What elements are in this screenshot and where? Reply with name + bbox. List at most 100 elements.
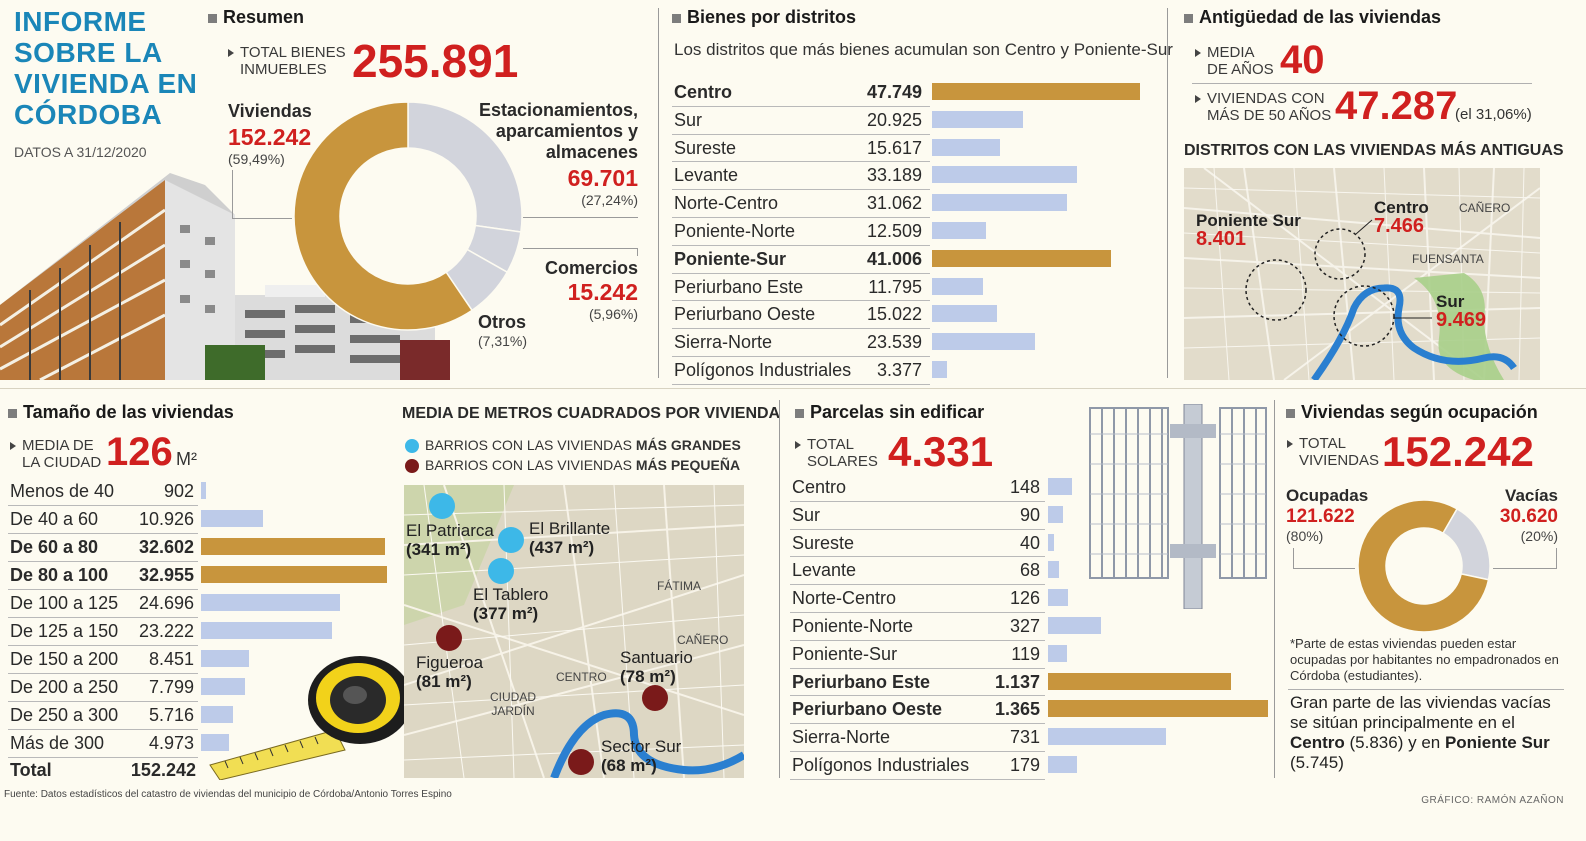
bar-value-label: 179: [1009, 755, 1040, 775]
viviendas-pct: (59,49%): [228, 151, 285, 167]
bar-value-label: 23.539: [866, 332, 922, 353]
legend-small-text: BARRIOS CON LAS VIVIENDAS: [425, 457, 636, 473]
section-square-icon: [672, 13, 681, 23]
comercios-pct: (5,96%): [588, 306, 638, 322]
neigh-name: El Patriarca: [406, 521, 494, 540]
bar-value-label: 11.795: [868, 276, 922, 297]
resumen-donut: [293, 101, 523, 331]
place-ciudad-jardin: CIUDAD JARDÍN: [489, 690, 536, 718]
legend-small-dot: [405, 459, 419, 474]
ocupacion-note: *Parte de estas viviendas pueden estar o…: [1290, 636, 1559, 683]
donut-slice-estacionamientos: [407, 101, 523, 233]
section-square-icon: [1184, 13, 1193, 23]
district-name: Poniente Sur: [1196, 211, 1301, 230]
bar-value-label: 4.973: [148, 733, 194, 753]
legend-big-bold: MÁS GRANDES: [635, 437, 741, 453]
neigh-name: El Tablero: [473, 585, 549, 604]
label-line: SOLARES: [807, 453, 878, 470]
bar-row: De 40 a 60 10.926: [8, 505, 263, 534]
title-line: CÓRDOBA: [14, 99, 163, 130]
distritos-subtitle: Los distritos que más bienes acumulan so…: [674, 40, 1173, 59]
total-viviendas-value: 152.242: [1382, 428, 1534, 475]
connector-line: [637, 248, 638, 256]
bar-row: Poniente-Sur 41.006: [672, 245, 1111, 274]
bar-value-label: 32.602: [138, 537, 194, 557]
section-square-icon: [1286, 408, 1295, 418]
bar-value-label: 32.955: [138, 565, 194, 585]
district-centro: Centro 7.466: [1374, 198, 1429, 236]
bar-row: Más de 300 4.973: [8, 729, 230, 758]
bar-row: De 125 a 150 23.222: [8, 617, 333, 646]
bar-category-label: Menos de 40: [10, 481, 115, 501]
ocupacion-heading: Viviendas según ocupación: [1286, 402, 1538, 423]
label-line: INMUEBLES: [240, 61, 327, 78]
otros-label: Otros (7,31%): [478, 312, 527, 349]
bar-value-label: 47.749: [866, 82, 922, 102]
bar-category-label: De 80 a 100: [10, 565, 109, 585]
place-fatima: FÁTIMA: [657, 579, 701, 593]
bar: [201, 594, 341, 611]
sur-circle: [1333, 285, 1395, 347]
bar: [1048, 561, 1059, 579]
bar-value-label: 90: [1019, 504, 1040, 525]
legend-small-bold: MÁS PEQUEÑA: [635, 457, 741, 473]
bar-value-label: 24.696: [138, 593, 194, 613]
bar-row: Sierra-Norte 23.539: [672, 328, 1035, 357]
bar-category-label: Sierra-Norte: [792, 727, 891, 748]
district-value: 7.466: [1374, 215, 1425, 237]
bar: [1048, 700, 1268, 718]
dot-santuario: [642, 685, 668, 711]
bar-value-label: 41.006: [866, 248, 922, 269]
bar-value-label: 15.022: [866, 304, 922, 325]
arrow-icon: [228, 49, 234, 57]
label-el-patriarca: El Patriarca (341 m²): [406, 521, 494, 559]
resumen-heading-text: Resumen: [223, 7, 305, 27]
connector-line: [1493, 568, 1557, 569]
tamano-total-value: 152.242: [130, 760, 196, 780]
bar-value-label: 1.137: [994, 671, 1040, 692]
bar: [932, 110, 1024, 128]
bar-row: Periurbano Este 1.137: [790, 668, 1232, 697]
bar-row: Poniente-Sur 119: [790, 640, 1068, 669]
bar-category-label: Poniente-Norte: [792, 616, 914, 636]
separator-line: [1192, 83, 1532, 84]
section-square-icon: [208, 13, 217, 23]
bar: [1048, 728, 1166, 746]
section-divider: [1167, 8, 1168, 378]
section-divider: [1274, 400, 1275, 778]
title-line: SOBRE LA: [14, 37, 163, 68]
bar-row: Periurbano Oeste 15.022: [672, 300, 998, 330]
bar-row: Centro 148: [790, 473, 1072, 502]
neigh-name: Sector Sur: [601, 737, 682, 756]
buildings-photo: [0, 165, 450, 380]
viviendas-50-pct: (el 31,06%): [1455, 106, 1532, 123]
otros-pct: (7,31%): [478, 333, 528, 349]
media-anos-label: MEDIA DE AÑOS: [1195, 44, 1274, 78]
legend-big-dot: [405, 439, 419, 454]
bar-row: De 200 a 250 7.799: [8, 673, 246, 702]
donut-slice-ocupadas: [1357, 499, 1490, 633]
bar: [201, 510, 263, 527]
district-poniente-sur: Poniente Sur 8.401: [1196, 211, 1301, 249]
bar: [1048, 589, 1069, 607]
legend-big-text: BARRIOS CON LAS VIVIENDAS: [425, 437, 636, 453]
metros-map: FÁTIMA CAÑERO CENTRO CIUDAD JARDÍN El Pa…: [404, 485, 744, 778]
antiguedad-map-title: DISTRITOS CON LAS VIVIENDAS MÁS ANTIGUAS: [1184, 142, 1564, 159]
parcelas-heading: Parcelas sin edificar: [795, 402, 984, 423]
metros-heading: MEDIA DE METROS CUADRADOS POR VIVIENDA: [402, 405, 781, 422]
bar-row: De 250 a 300 5.716: [8, 701, 234, 730]
neigh-name: Figueroa: [416, 653, 484, 672]
date-label: DATOS A 31/12/2020: [14, 144, 147, 160]
bar-row: Polígonos Industriales 3.377: [672, 356, 947, 385]
distritos-heading: Bienes por distritos: [672, 7, 856, 28]
bar-category-label: De 150 a 200: [10, 649, 119, 669]
ocupacion-heading-text: Viviendas según ocupación: [1301, 402, 1538, 422]
fence-icon: [1089, 404, 1267, 609]
map-graphic: [1184, 168, 1540, 380]
ocupadas-label: Ocupadas 121.622 (80%): [1286, 486, 1368, 544]
arrow-icon: [1287, 440, 1293, 448]
est-line: Estacionamientos,: [478, 100, 638, 120]
bar-category-label: Sur: [674, 109, 703, 130]
bar-category-label: Periurbano Este: [674, 276, 804, 297]
bar-value-label: 31.062: [866, 193, 922, 214]
